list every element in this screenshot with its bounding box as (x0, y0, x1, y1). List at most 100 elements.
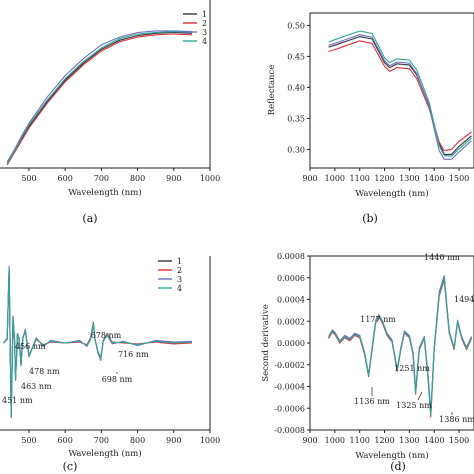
panel-b-ylabel: Reflectance (267, 65, 277, 116)
panel-c-legend-entry: 2 (177, 266, 182, 275)
panel-c-xtick-label: 1000 (200, 436, 220, 445)
panel-b-series-2-line (328, 40, 472, 152)
panel-b-x-ticks: 900 1000 1100 1200 1300 1400 1500 (302, 168, 469, 183)
panel-b-ytick-label: 0.50 (287, 21, 305, 30)
panel-d-ytick-label: -0.0004 (274, 383, 305, 392)
panel-b-series-3-line (328, 34, 472, 160)
panel-d-y-ticks: 0.0008 0.0006 0.0004 0.0002 0.0000 -0.0002 -0.… (274, 252, 310, 435)
panel-a-series-3-line (6, 30, 192, 163)
panel-b-ytick-label: 0.35 (287, 114, 305, 123)
panel-c-x-ticks: 500 600 700 800 900 1000 (21, 430, 220, 445)
panel-b-ytick-label: 0.45 (287, 52, 305, 61)
peak-annotation: 678 nm (91, 331, 122, 340)
panel-b-xtick-label: 1400 (424, 174, 444, 183)
panel-b-ytick-label: 0.40 (287, 83, 305, 92)
panel-a-xtick-label: 500 (21, 174, 36, 183)
peak-annotation: 1386 nm (439, 415, 474, 424)
panel-d-ytick-label: 0.0000 (277, 339, 305, 348)
annotation-leader (417, 391, 423, 401)
panel-b: 0.30 0.35 0.40 0.45 0.50 900 1000 1100 1200 1300… (267, 12, 474, 225)
panel-d-xtick-label: 1100 (350, 436, 370, 445)
panel-a: 500 600 700 800 900 1000 Wavelength (nm) 1234… (0, 0, 220, 225)
panel-d-ytick-label: -0.0002 (274, 361, 305, 370)
panel-a-legend-entry: 4 (202, 37, 207, 46)
panel-d-ytick-label: 0.0002 (277, 317, 305, 326)
panel-d-xtick-label: 1300 (399, 436, 419, 445)
panel-b-series-4-line (328, 30, 472, 157)
panel-a-xtick-label: 600 (58, 174, 73, 183)
panel-c-xtick-label: 600 (58, 436, 73, 445)
panel-c-xtick-label: 900 (166, 436, 181, 445)
panel-d-xtick-label: 1500 (449, 436, 469, 445)
panel-b-axes (309, 12, 474, 169)
panel-d-xlabel: Wavelength (nm) (355, 450, 428, 461)
peak-annotation: 716 nm (118, 350, 149, 359)
panel-b-xlabel: Wavelength (nm) (355, 188, 428, 199)
panel-c-annotations: 456 nm 478 nm 463 nm 451 nm 678 nm 716 nm 698 … (2, 331, 149, 405)
panel-d-xtick-label: 1000 (325, 436, 345, 445)
peak-annotation: 451 nm (2, 396, 33, 405)
panel-d-series (328, 275, 472, 418)
panel-a-series-4-line (6, 31, 192, 164)
panel-b-y-ticks: 0.30 0.35 0.40 0.45 0.50 (287, 21, 310, 154)
panel-d: 0.0008 0.0006 0.0004 0.0002 0.0000 -0.0002 -0.… (261, 252, 474, 473)
panel-d-ytick-label: 0.0006 (277, 274, 305, 283)
panel-b-series-1-line (328, 36, 472, 155)
panel-b-ytick-label: 0.30 (287, 145, 305, 154)
panel-c-axes (0, 256, 211, 431)
peak-annotation: 698 nm (102, 375, 133, 384)
panel-c-series-4-line (3, 267, 192, 417)
panel-c-legend-entry: 1 (177, 257, 182, 266)
panel-d-series-1-line (328, 277, 472, 415)
panel-b-xtick-label: 1200 (374, 174, 394, 183)
peak-annotation: 1136 nm (354, 397, 390, 406)
panel-a-series-2-line (6, 33, 192, 166)
panel-d-series-3-line (328, 275, 472, 413)
panel-d-ytick-label: 0.0008 (277, 252, 305, 261)
panel-a-xtick-label: 900 (166, 174, 181, 183)
panel-d-label: (d) (390, 460, 406, 473)
panel-a-xtick-label: 700 (94, 174, 109, 183)
panel-c-legend-entry: 4 (177, 284, 182, 293)
panel-d-ytick-label: -0.0008 (274, 426, 305, 435)
panel-c: 500 600 700 800 900 1000 Wavelength (nm) 456 … (0, 256, 220, 473)
panel-a-xlabel: Wavelength (nm) (68, 187, 141, 198)
panel-b-xtick-label: 1100 (350, 174, 370, 183)
peak-annotation: 478 nm (29, 367, 60, 376)
panel-d-ytick-label: 0.0004 (277, 296, 305, 305)
panel-b-xtick-label: 900 (302, 174, 317, 183)
panel-a-x-ticks: 500 600 700 800 900 1000 (21, 168, 220, 183)
panel-c-xtick-label: 800 (130, 436, 145, 445)
panel-d-ytick-label: -0.0006 (274, 404, 305, 413)
panel-b-series (328, 30, 472, 160)
panel-c-series (3, 265, 192, 419)
panel-b-xtick-label: 1500 (449, 174, 469, 183)
panel-d-x-ticks: 900 1000 1100 1200 1300 1400 1500 (302, 430, 469, 445)
panel-a-label: (a) (82, 212, 97, 225)
panel-b-xtick-label: 1000 (325, 174, 345, 183)
panel-a-axes (0, 0, 211, 169)
peak-annotation: 1494 (454, 295, 474, 304)
panel-a-legend-entry: 1 (202, 10, 207, 19)
panel-c-xlabel: Wavelength (nm) (68, 448, 141, 459)
panel-d-series-2-line (328, 279, 472, 418)
panel-a-legend-entry: 2 (202, 19, 207, 28)
panel-b-xtick-label: 1300 (399, 174, 419, 183)
panel-a-series-1-line (6, 31, 192, 164)
panel-d-xtick-label: 1200 (374, 436, 394, 445)
panel-c-xtick-label: 700 (94, 436, 109, 445)
panel-b-label: (b) (362, 212, 378, 225)
panel-a-xtick-label: 800 (130, 174, 145, 183)
peak-annotation: 1440 nm (424, 253, 460, 262)
panel-c-label: (c) (63, 460, 78, 473)
panel-d-ylabel: Second derivative (261, 304, 271, 381)
panel-b-frame (309, 12, 474, 169)
panel-d-xtick-label: 1400 (424, 436, 444, 445)
panel-d-annotations: 1177 nm 1440 nm 1494 1136 nm 1251 nm 1325 nm 1… (354, 253, 474, 424)
panel-a-series (6, 30, 192, 166)
panel-d-series-4-line (328, 277, 472, 416)
panel-d-xtick-label: 900 (302, 436, 317, 445)
panel-a-xtick-label: 1000 (200, 174, 220, 183)
